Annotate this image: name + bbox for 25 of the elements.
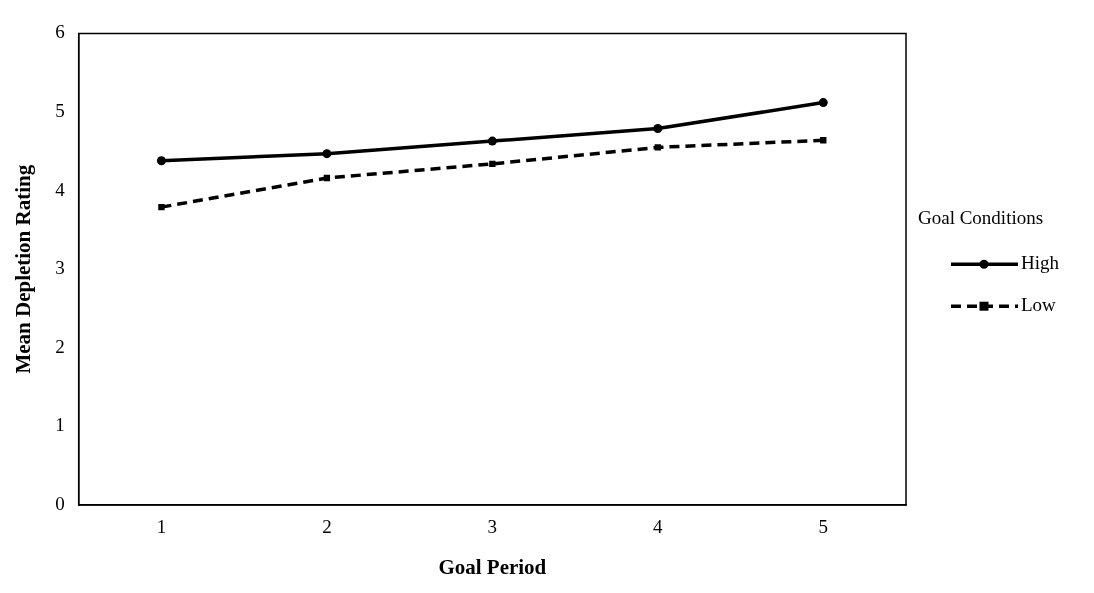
x-tick-label: 3 [487,516,498,538]
y-tick-label: 6 [55,21,65,43]
y-tick-label: 1 [55,414,65,436]
legend-label: High [1021,252,1060,274]
point [818,98,828,108]
y-tick-label: 5 [55,99,65,121]
x-axis-title: Goal Period [438,554,547,579]
y-tick-label: 2 [55,335,65,357]
point [487,136,497,146]
x-tick-label: 1 [156,516,167,538]
point [322,149,332,159]
point [158,203,165,211]
point [654,144,661,151]
point [489,160,496,168]
point [653,124,663,134]
y-tick-label: 0 [55,492,65,514]
legend-title: Goal Conditions [918,207,1044,229]
y-tick-label: 4 [55,178,66,200]
y-axis-title: Mean Depletion Rating [11,164,36,374]
x-tick-label: 4 [653,516,664,538]
x-tick-label: 2 [322,516,332,538]
legend-label: Low [1021,294,1057,316]
x-tick-label: 5 [818,516,829,538]
y-tick-label: 3 [55,257,65,279]
point [156,156,166,166]
